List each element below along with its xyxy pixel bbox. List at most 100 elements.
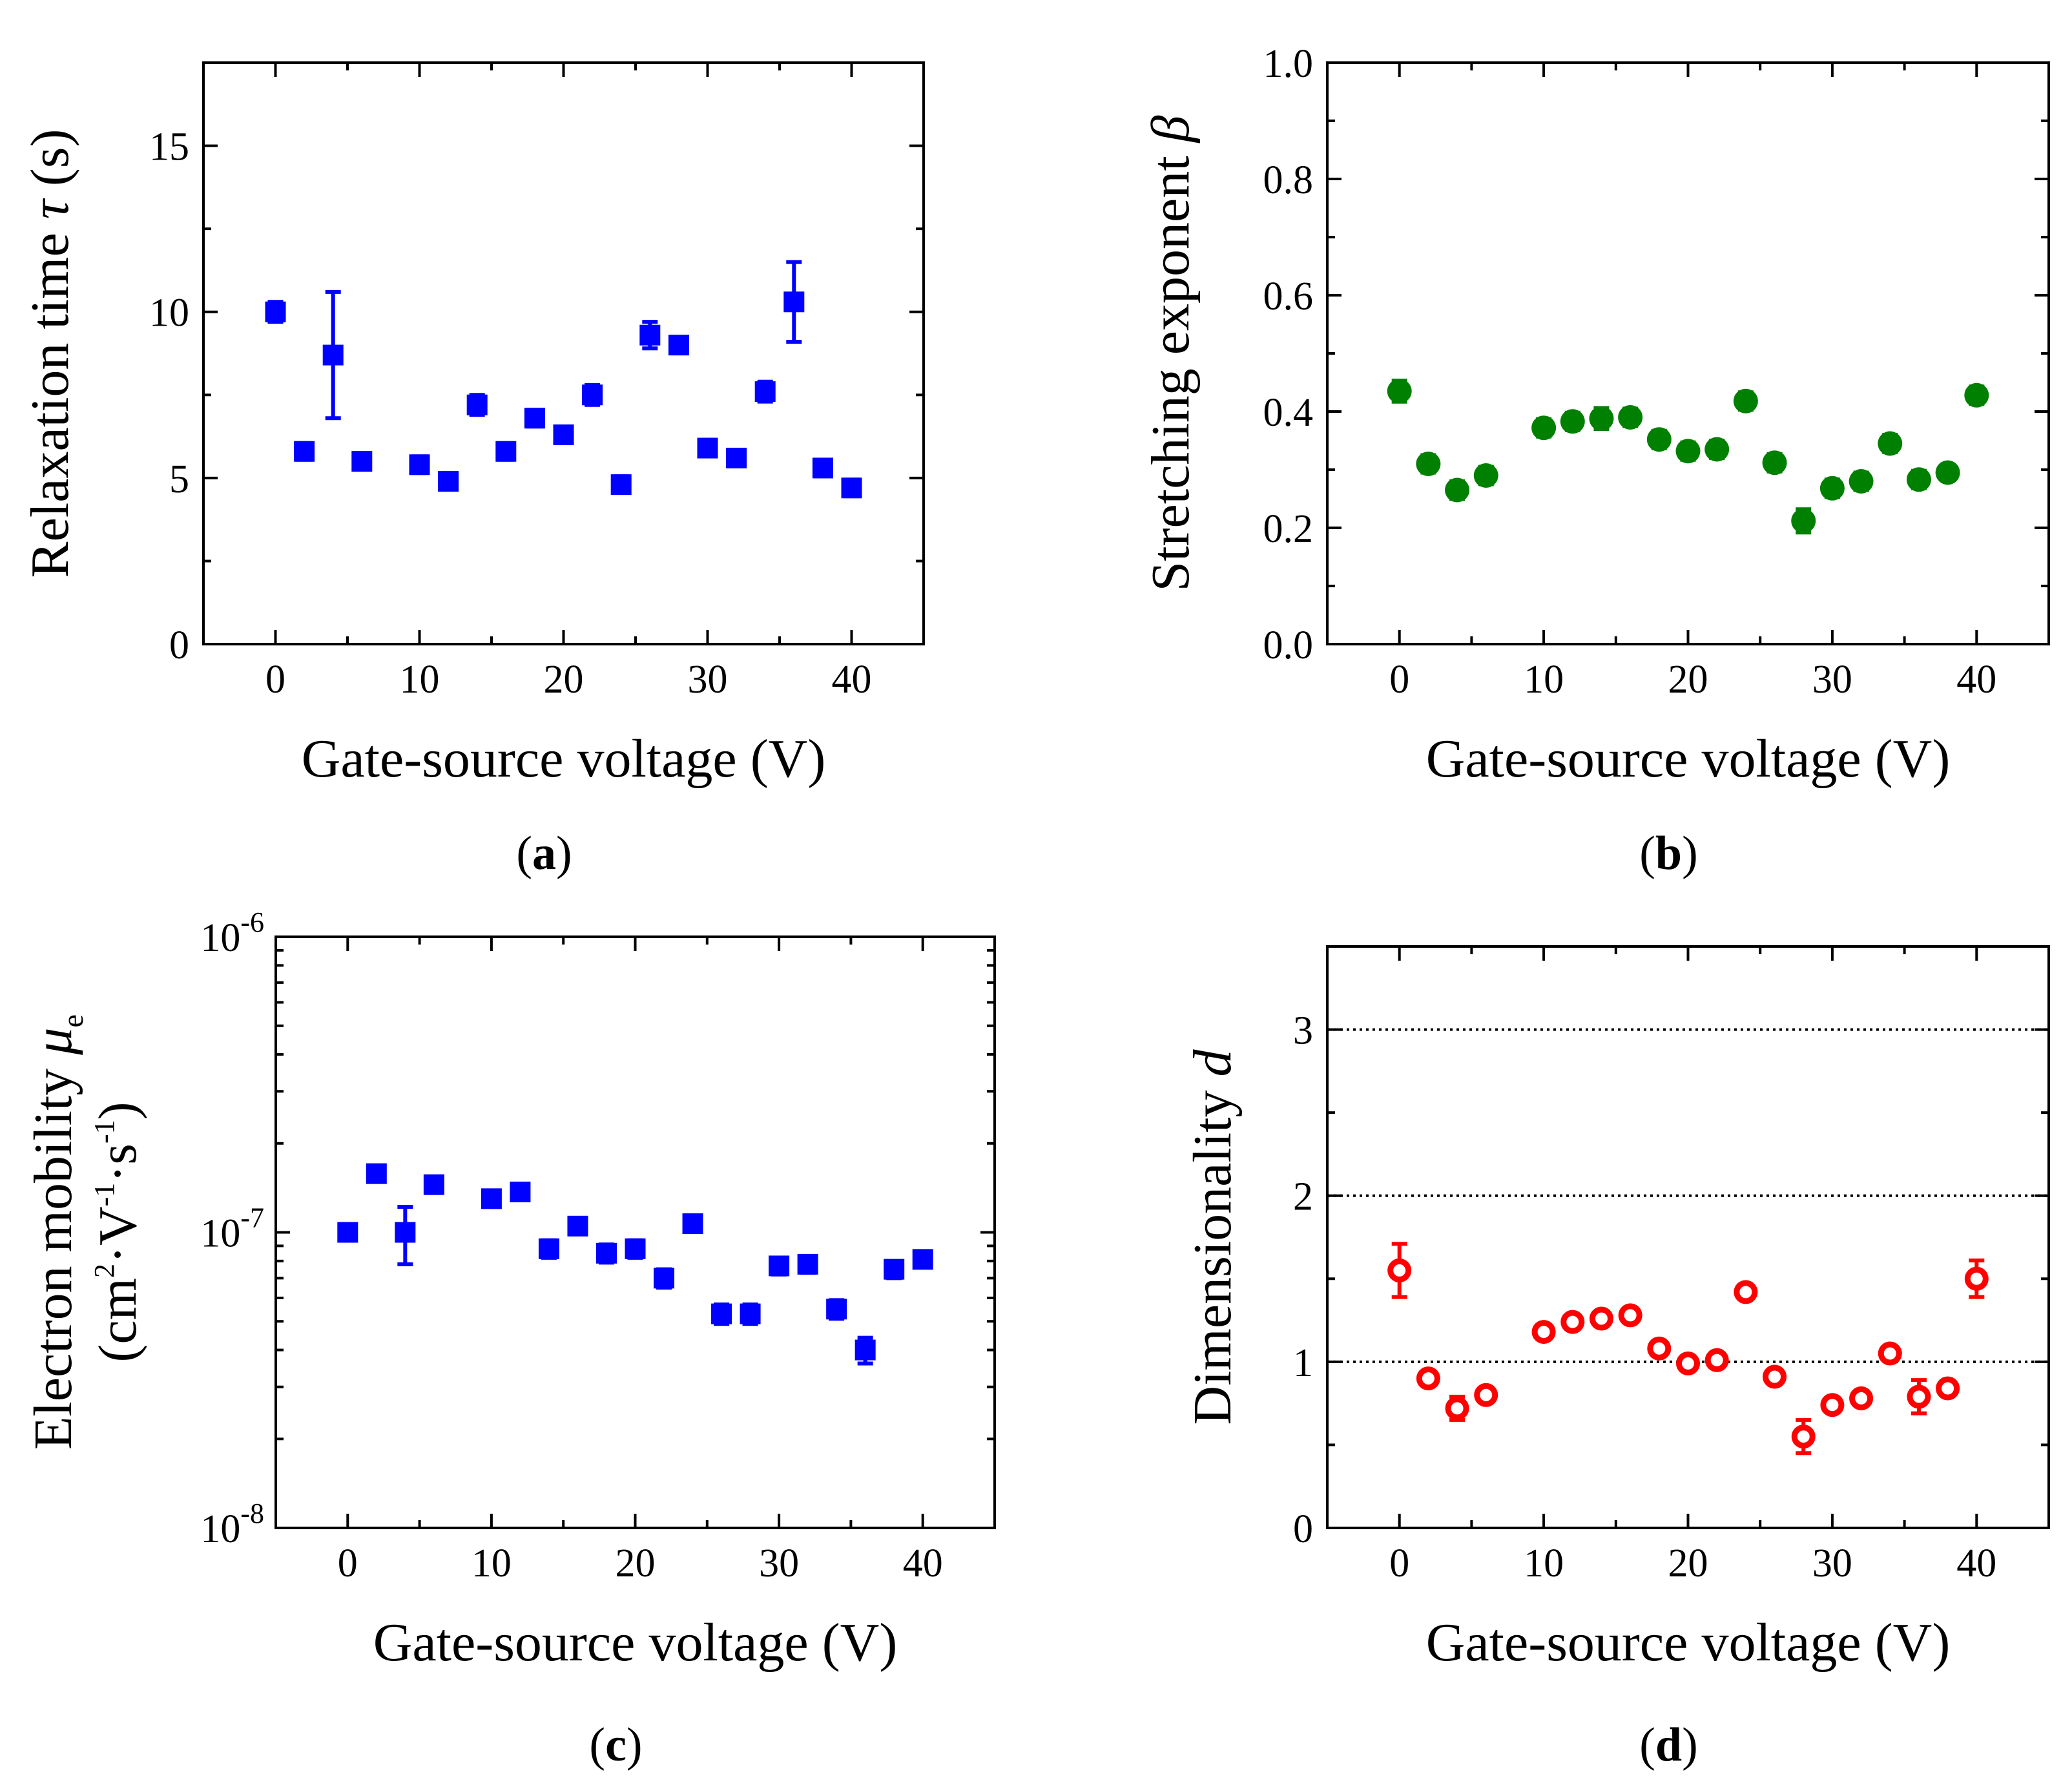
x-tick-label: 0 — [1389, 658, 1409, 702]
data-point — [1704, 1348, 1729, 1372]
y-tick-label: 2 — [1293, 1175, 1313, 1219]
y-axis-title: Dimensionality d — [1183, 1049, 1243, 1425]
data-point — [697, 437, 718, 459]
y-tick-label: 15 — [149, 125, 189, 169]
y-axis-title-units: (cm2·V-1·s-1) — [88, 1102, 148, 1362]
panel-label: (a) — [516, 827, 572, 880]
data-point — [466, 394, 488, 415]
y-tick-label: 0.4 — [1263, 391, 1314, 435]
data-point — [1473, 463, 1498, 488]
data-point — [1878, 431, 1903, 456]
data-point — [1734, 1280, 1758, 1304]
data-point — [438, 471, 459, 492]
data-point — [1676, 1351, 1700, 1375]
y-tick-label: 3 — [1293, 1009, 1313, 1053]
data-point — [1646, 427, 1672, 452]
x-tick-label: 10 — [400, 658, 440, 702]
data-point — [1589, 406, 1614, 431]
data-point — [1647, 1336, 1672, 1361]
data-point — [1763, 1364, 1787, 1389]
x-tick-label: 10 — [1524, 658, 1564, 702]
data-point — [826, 1299, 847, 1320]
data-point — [1416, 1366, 1440, 1391]
x-tick-label: 40 — [832, 658, 872, 702]
x-tick-label: 20 — [544, 658, 584, 702]
data-point — [1906, 467, 1931, 492]
data-point — [1964, 382, 1989, 408]
data-point — [769, 1255, 790, 1277]
data-point — [567, 1215, 588, 1237]
data-point — [812, 457, 833, 479]
data-point — [754, 381, 776, 402]
y-tick-label: 0 — [1293, 1507, 1313, 1551]
data-point — [351, 451, 373, 472]
data-point — [481, 1188, 502, 1209]
y-tick-label: 0.6 — [1263, 275, 1314, 319]
x-tick-label: 40 — [903, 1541, 943, 1585]
data-point — [366, 1163, 387, 1184]
y-tick-label: 1.0 — [1263, 42, 1314, 86]
y-axis-title: Relaxation time τ (s) — [20, 129, 80, 578]
x-tick-label: 20 — [1668, 658, 1708, 702]
data-point — [582, 384, 603, 406]
data-point — [884, 1259, 905, 1280]
plot-frame — [202, 61, 925, 645]
data-point — [322, 344, 344, 366]
y-axis-title: Electron mobility μe — [23, 1014, 89, 1450]
data-point — [610, 474, 632, 496]
y-tick-label: 1 — [1293, 1341, 1313, 1385]
data-point — [510, 1181, 531, 1202]
y-tick-label: 0.2 — [1263, 507, 1314, 551]
panel-d: 0 10 20 30 40 0 1 2 3 Gate-source voltage (V) Dime… — [1183, 945, 2050, 1771]
data-point — [1704, 437, 1730, 462]
data-point — [711, 1303, 732, 1324]
data-point — [625, 1238, 646, 1259]
data-point — [553, 424, 574, 445]
data-point — [395, 1222, 416, 1243]
data-point — [409, 454, 430, 475]
panel-c: 0 10 20 30 40 10-8 10-7 10-6 Gate-source voltage… — [23, 906, 996, 1771]
data-point — [1387, 1258, 1412, 1282]
data-point — [538, 1238, 559, 1259]
panel-a: 0 10 20 30 40 0 5 10 15 Gate-source voltage (V) Re… — [20, 61, 925, 880]
x-tick-label: 10 — [1524, 1541, 1564, 1585]
data-point — [1474, 1383, 1498, 1407]
x-tick-label: 30 — [1812, 1541, 1852, 1585]
plot-frame — [1326, 945, 2050, 1529]
data-point — [797, 1253, 818, 1275]
y-tick-label: 0.8 — [1263, 158, 1314, 202]
data-point — [1445, 1396, 1469, 1421]
data-point — [1560, 1310, 1585, 1334]
x-tick-label: 30 — [759, 1541, 799, 1585]
x-tick-label: 40 — [1956, 1541, 1996, 1585]
data-point — [1849, 1386, 1874, 1410]
data-point — [1791, 508, 1816, 534]
data-point — [1416, 452, 1441, 476]
x-axis-title: Gate-source voltage (V) — [1426, 729, 1951, 789]
data-point — [783, 291, 805, 313]
y-axis-title: Stretching exponent β — [1141, 115, 1201, 591]
data-point — [596, 1242, 617, 1264]
x-axis-title: Gate-source voltage (V) — [302, 729, 826, 789]
data-point — [639, 324, 661, 346]
data-point — [337, 1222, 358, 1243]
y-tick-label: 10-7 — [200, 1202, 264, 1256]
x-tick-label: 0 — [338, 1541, 358, 1585]
data-point — [1907, 1385, 1931, 1409]
data-point — [1618, 405, 1643, 430]
x-tick-label: 10 — [471, 1541, 512, 1585]
data-point — [1791, 1425, 1816, 1449]
data-point — [841, 477, 862, 499]
data-point — [1935, 460, 1960, 485]
data-point — [1589, 1306, 1613, 1331]
data-point — [1531, 415, 1557, 441]
data-point — [1820, 1393, 1845, 1417]
data-point — [524, 408, 545, 429]
data-point — [1560, 409, 1585, 434]
x-tick-label: 0 — [1389, 1541, 1409, 1585]
data-point — [1878, 1341, 1902, 1366]
y-tick-label: 0.0 — [1263, 623, 1314, 667]
data-point — [1964, 1266, 1989, 1291]
x-axis-title: Gate-source voltage (V) — [373, 1613, 898, 1673]
data-point — [265, 301, 286, 322]
